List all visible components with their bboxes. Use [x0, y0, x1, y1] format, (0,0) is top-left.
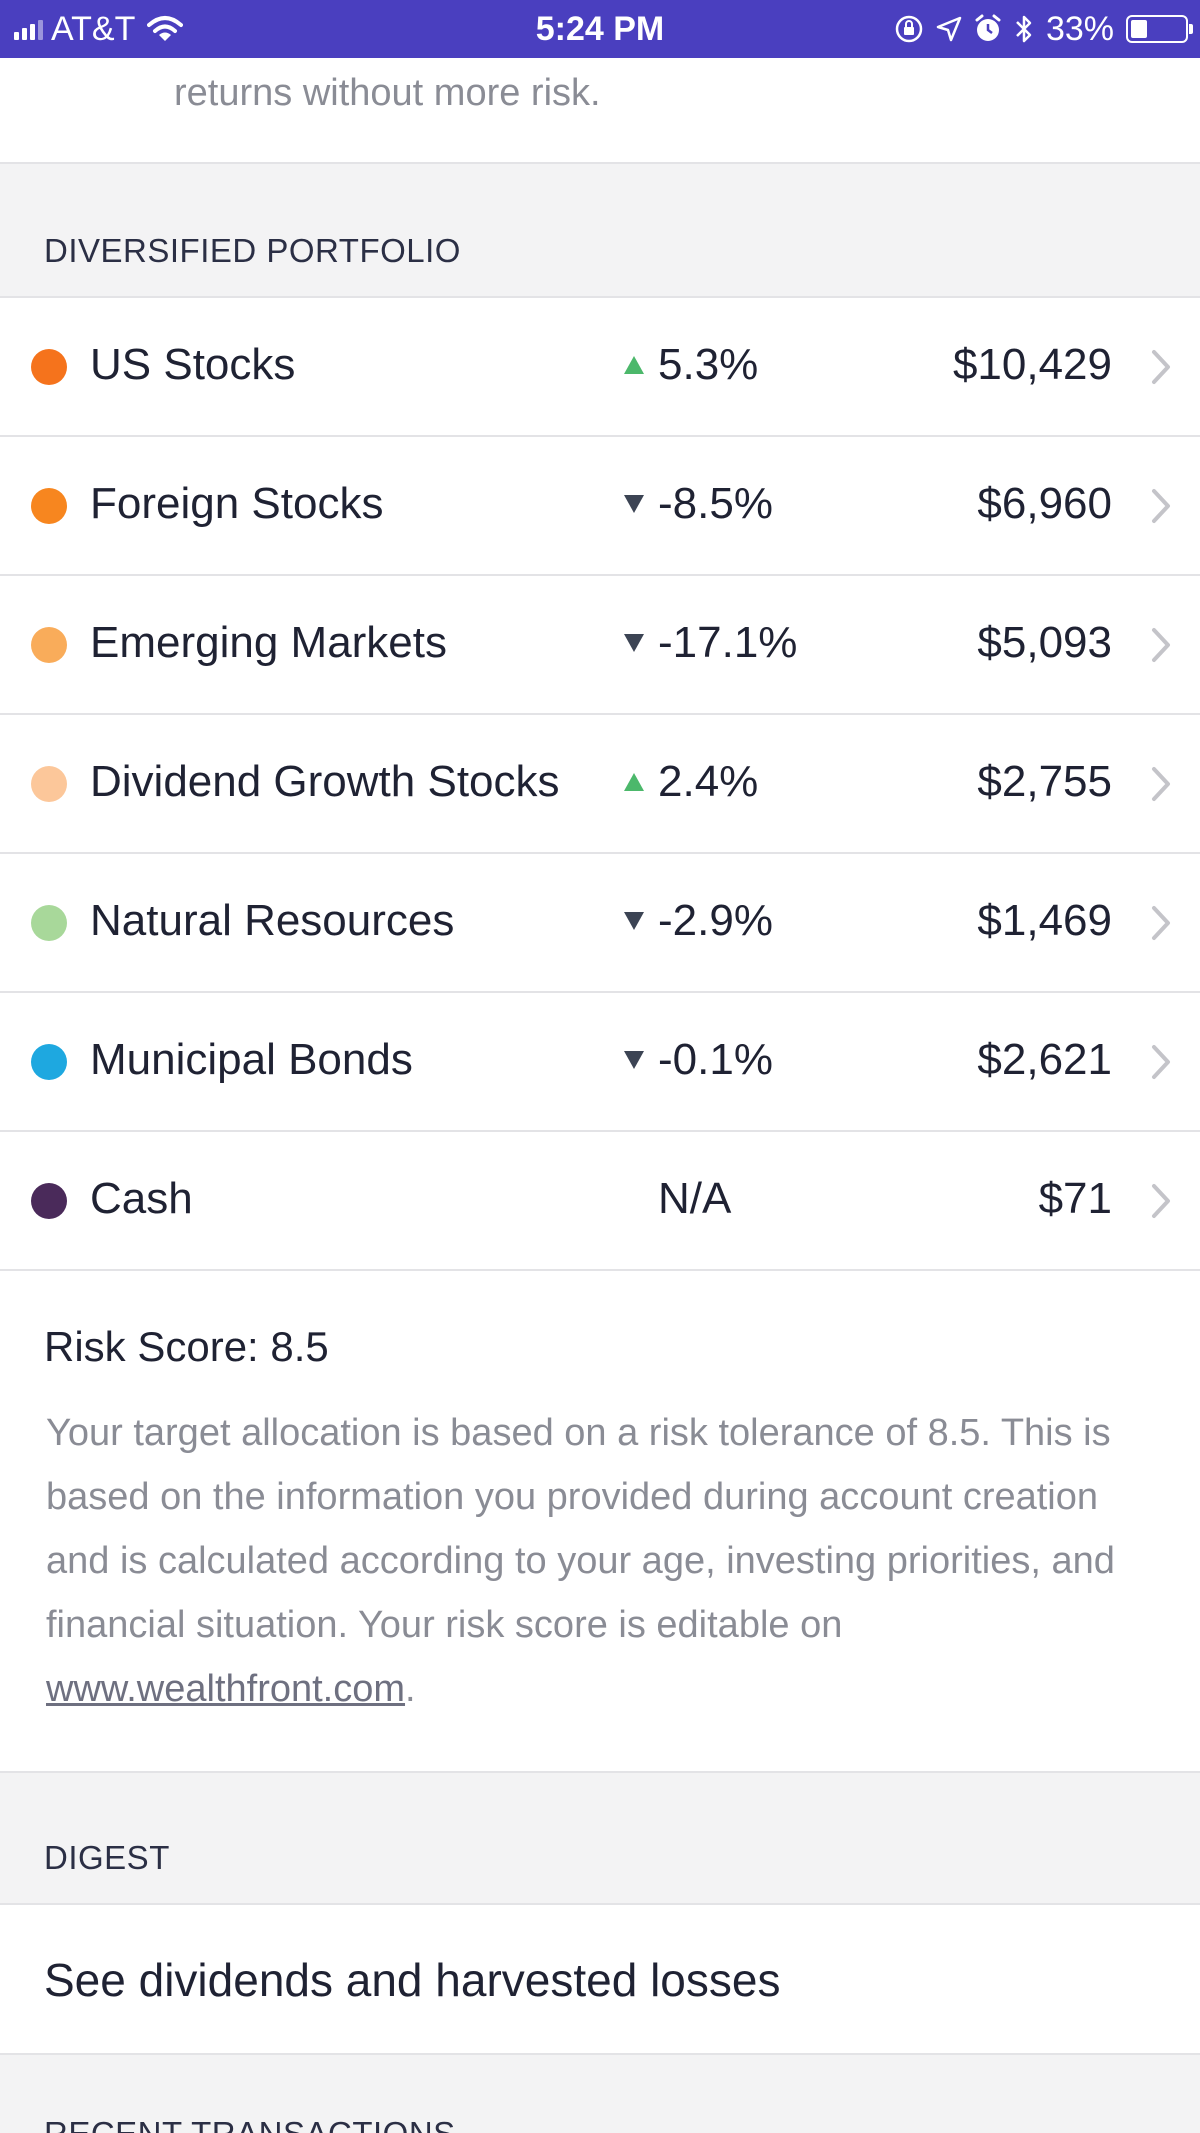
- status-right: 33%: [894, 0, 1193, 58]
- portfolio-row-municipal-bonds[interactable]: Municipal Bonds -0.1% $2,621: [0, 993, 1200, 1132]
- bluetooth-icon: [1016, 15, 1032, 43]
- asset-color-dot: [31, 1183, 67, 1219]
- chevron-right-icon: [1152, 1045, 1170, 1079]
- carrier-label: AT&T: [51, 9, 136, 48]
- asset-name: US Stocks: [90, 340, 296, 389]
- asset-name: Natural Resources: [90, 896, 455, 945]
- digest-section-header: DIGEST: [0, 1773, 1200, 1905]
- recent-transactions-title: RECENT TRANSACTIONS: [44, 2115, 456, 2133]
- chevron-right-icon: [1152, 767, 1170, 801]
- asset-color-dot: [31, 905, 67, 941]
- intro-section: returns without more risk.: [0, 58, 1200, 164]
- asset-value: $2,755: [977, 757, 1112, 806]
- recent-transactions-section-header: RECENT TRANSACTIONS: [0, 2055, 1200, 2133]
- portfolio-section-header: DIVERSIFIED PORTFOLIO: [0, 164, 1200, 298]
- asset-value: $2,621: [977, 1035, 1112, 1084]
- triangle-down-icon: [624, 912, 644, 930]
- risk-text-body: Your target allocation is based on a ris…: [46, 1412, 1115, 1646]
- asset-color-dot: [31, 766, 67, 802]
- status-left: AT&T: [14, 0, 184, 58]
- portfolio-row-cash[interactable]: Cash N/A $71: [0, 1132, 1200, 1271]
- asset-value: $6,960: [977, 479, 1112, 528]
- asset-change: -0.1%: [658, 1035, 773, 1084]
- chevron-right-icon: [1152, 489, 1170, 523]
- asset-color-dot: [31, 488, 67, 524]
- asset-change: N/A: [658, 1174, 732, 1223]
- asset-value: $71: [1038, 1174, 1112, 1223]
- portfolio-row-emerging-markets[interactable]: Emerging Markets -17.1% $5,093: [0, 576, 1200, 715]
- risk-score-title: Risk Score: 8.5: [44, 1323, 329, 1370]
- location-icon: [936, 16, 962, 42]
- risk-score-description: Your target allocation is based on a ris…: [46, 1401, 1156, 1721]
- triangle-down-icon: [624, 1051, 644, 1069]
- asset-value: $5,093: [977, 618, 1112, 667]
- asset-name: Dividend Growth Stocks: [90, 757, 560, 806]
- portfolio-list: US Stocks 5.3% $10,429 Foreign Stocks -8.5% $…: [0, 298, 1200, 1271]
- dividends-harvested-losses-label: See dividends and harvested losses: [44, 1954, 781, 2006]
- chevron-right-icon: [1152, 906, 1170, 940]
- triangle-up-icon: [624, 356, 644, 374]
- portfolio-row-dividend-growth-stocks[interactable]: Dividend Growth Stocks 2.4% $2,755: [0, 715, 1200, 854]
- portfolio-row-us-stocks[interactable]: US Stocks 5.3% $10,429: [0, 298, 1200, 437]
- asset-name: Municipal Bonds: [90, 1035, 413, 1084]
- digest-section-title: DIGEST: [44, 1839, 170, 1876]
- asset-value: $1,469: [977, 896, 1112, 945]
- signal-icon: [14, 18, 43, 40]
- asset-name: Emerging Markets: [90, 618, 448, 667]
- battery-icon: [1126, 15, 1193, 43]
- asset-change: 5.3%: [658, 340, 759, 389]
- asset-color-dot: [31, 349, 67, 385]
- portfolio-section-title: DIVERSIFIED PORTFOLIO: [44, 232, 461, 269]
- triangle-down-icon: [624, 634, 644, 652]
- asset-color-dot: [31, 1044, 67, 1080]
- status-bar: AT&T 5:24 PM 33%: [0, 0, 1200, 58]
- risk-score-section: Risk Score: 8.5 Your target allocation i…: [0, 1271, 1200, 1773]
- asset-name: Foreign Stocks: [90, 479, 384, 528]
- alarm-icon: [975, 14, 1001, 41]
- portfolio-row-natural-resources[interactable]: Natural Resources -2.9% $1,469: [0, 854, 1200, 993]
- risk-text-end: .: [405, 1668, 416, 1710]
- triangle-down-icon: [624, 495, 644, 513]
- chevron-right-icon: [1152, 350, 1170, 384]
- asset-name: Cash: [90, 1174, 193, 1223]
- dividends-harvested-losses-item[interactable]: See dividends and harvested losses: [0, 1905, 1200, 2055]
- wifi-icon: [147, 16, 184, 41]
- intro-text: returns without more risk.: [174, 72, 601, 114]
- chevron-right-icon: [1152, 1184, 1170, 1218]
- orientation-lock-icon: [895, 15, 923, 43]
- chevron-right-icon: [1152, 628, 1170, 662]
- asset-change: 2.4%: [658, 757, 759, 806]
- portfolio-row-foreign-stocks[interactable]: Foreign Stocks -8.5% $6,960: [0, 437, 1200, 576]
- battery-percent: 33%: [1045, 9, 1114, 48]
- asset-value: $10,429: [952, 340, 1112, 389]
- asset-change: -8.5%: [658, 479, 773, 528]
- asset-change: -2.9%: [658, 896, 773, 945]
- triangle-up-icon: [624, 773, 644, 791]
- asset-color-dot: [31, 627, 67, 663]
- wealthfront-link[interactable]: www.wealthfront.com: [46, 1668, 406, 1710]
- asset-change: -17.1%: [658, 618, 798, 667]
